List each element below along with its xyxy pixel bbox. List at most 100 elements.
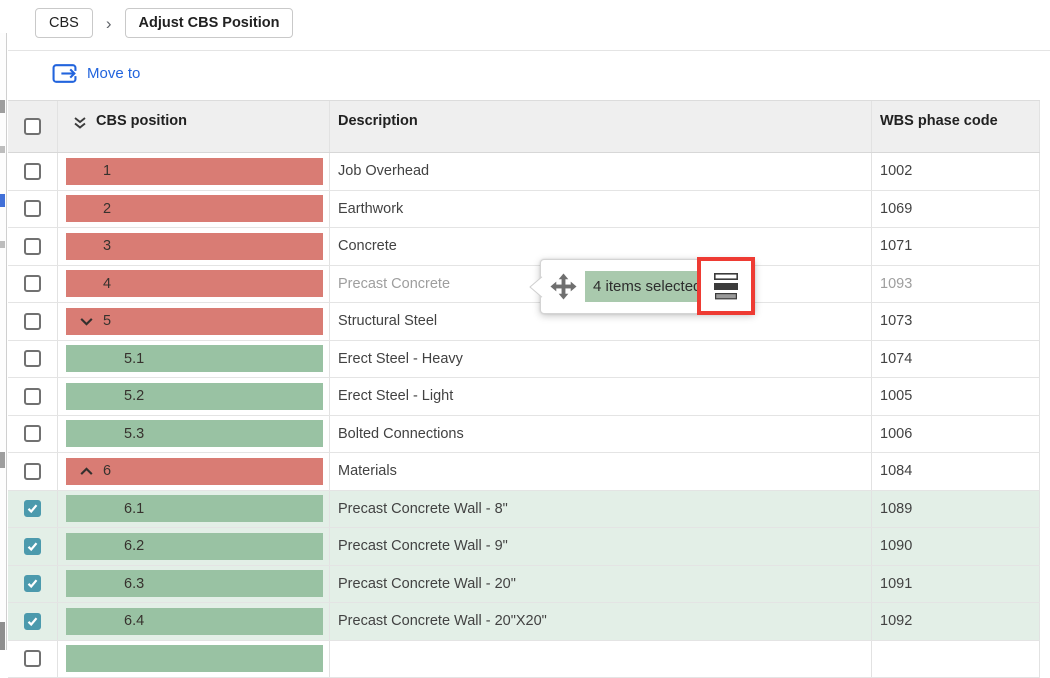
description-cell: Erect Steel - Light: [330, 378, 872, 415]
cbs-position-badge[interactable]: 6.1: [66, 495, 323, 522]
cbs-position-badge[interactable]: 6.3: [66, 570, 323, 597]
row-checkbox-cell: [8, 416, 58, 453]
wbs-phase-code-cell: 1074: [872, 341, 1040, 378]
column-header-wbs-phase-code[interactable]: WBS phase code: [872, 101, 1040, 152]
row-checkbox-cell: [8, 528, 58, 565]
row-checkbox[interactable]: [24, 313, 41, 330]
table-row[interactable]: 5 Structural Steel 1073: [8, 303, 1040, 341]
collapse-all-icon[interactable]: [72, 115, 88, 131]
breadcrumb-cbs-button[interactable]: CBS: [35, 8, 93, 38]
row-checkbox[interactable]: [24, 238, 41, 255]
cbs-position-badge[interactable]: 5.3: [66, 420, 323, 447]
table-header: CBS position Description WBS phase code: [8, 100, 1040, 153]
row-checkbox-cell: [8, 228, 58, 265]
table-row[interactable]: 6.4 Precast Concrete Wall - 20"X20" 1092: [8, 603, 1040, 641]
column-header-description[interactable]: Description: [330, 101, 872, 152]
description-value: Concrete: [338, 238, 397, 254]
description-value: Bolted Connections: [338, 426, 464, 442]
wbs-phase-code-cell: 1002: [872, 153, 1040, 190]
cbs-position-cell: 6.2: [58, 528, 330, 565]
row-checkbox[interactable]: [24, 575, 41, 592]
cbs-position-badge[interactable]: 1: [66, 158, 323, 185]
wbs-phase-code-cell: 1089: [872, 491, 1040, 528]
row-checkbox-cell: [8, 603, 58, 640]
table-row[interactable]: 1 Job Overhead 1002: [8, 153, 1040, 191]
wbs-phase-code-value: 1071: [880, 238, 912, 254]
row-checkbox[interactable]: [24, 650, 41, 667]
row-checkbox[interactable]: [24, 538, 41, 555]
table-row[interactable]: 2 Earthwork 1069: [8, 191, 1040, 229]
breadcrumb-adjust-cbs-position-button[interactable]: Adjust CBS Position: [125, 8, 294, 38]
row-checkbox[interactable]: [24, 350, 41, 367]
column-header-cbs-position-label: CBS position: [96, 113, 187, 129]
row-checkbox[interactable]: [24, 463, 41, 480]
cbs-position-badge[interactable]: 5: [66, 308, 323, 335]
breadcrumb-chevron-icon: ›: [106, 14, 112, 32]
table-row[interactable]: 6.1 Precast Concrete Wall - 8" 1089: [8, 491, 1040, 529]
cbs-table: CBS position Description WBS phase code: [8, 100, 1040, 678]
table-row[interactable]: 4 Precast Concrete 1093: [8, 266, 1040, 304]
move-to-button[interactable]: Move to: [52, 63, 140, 84]
insert-between-icon: [713, 272, 739, 301]
table-row[interactable]: 5.1 Erect Steel - Heavy 1074: [8, 341, 1040, 379]
wbs-phase-code-value: 1006: [880, 426, 912, 442]
description-value: Precast Concrete Wall - 20"X20": [338, 613, 547, 629]
description-cell: Bolted Connections: [330, 416, 872, 453]
cbs-position-cell: 4: [58, 266, 330, 303]
wbs-phase-code-cell: 1006: [872, 416, 1040, 453]
row-checkbox-cell: [8, 191, 58, 228]
row-checkbox[interactable]: [24, 163, 41, 180]
cbs-position-badge[interactable]: 6: [66, 458, 323, 485]
cbs-position-cell: 6.4: [58, 603, 330, 640]
wbs-phase-code-value: 1093: [880, 276, 912, 292]
wbs-phase-code-cell: [872, 641, 1040, 678]
row-checkbox[interactable]: [24, 275, 41, 292]
scroll-marker: [0, 452, 5, 468]
cbs-position-badge[interactable]: 4: [66, 270, 323, 297]
table-row[interactable]: 6 Materials 1084: [8, 453, 1040, 491]
cbs-position-badge[interactable]: 6.2: [66, 533, 323, 560]
chevron-up-icon[interactable]: [78, 463, 95, 480]
cbs-position-badge[interactable]: 3: [66, 233, 323, 260]
move-to-icon: [52, 63, 77, 84]
table-row[interactable]: 6.3 Precast Concrete Wall - 20" 1091: [8, 566, 1040, 604]
row-checkbox-cell: [8, 641, 58, 678]
column-header-cbs-position[interactable]: CBS position: [58, 101, 330, 152]
row-checkbox[interactable]: [24, 613, 41, 630]
scroll-marker: [0, 241, 5, 248]
row-checkbox-cell: [8, 491, 58, 528]
row-checkbox-cell: [8, 266, 58, 303]
column-header-description-label: Description: [338, 113, 418, 129]
breadcrumb: CBS › Adjust CBS Position: [35, 8, 293, 38]
wbs-phase-code-value: 1089: [880, 501, 912, 517]
cbs-position-value: 5: [103, 313, 111, 329]
description-cell: Erect Steel - Heavy: [330, 341, 872, 378]
table-body: 1 Job Overhead 1002 2: [8, 153, 1040, 678]
table-row[interactable]: 5.3 Bolted Connections 1006: [8, 416, 1040, 454]
wbs-phase-code-value: 1073: [880, 313, 912, 329]
table-row-partial[interactable]: [8, 641, 1040, 678]
header-checkbox-cell: [8, 101, 58, 152]
chevron-down-icon[interactable]: [78, 313, 95, 330]
table-row[interactable]: 5.2 Erect Steel - Light 1005: [8, 378, 1040, 416]
row-checkbox-cell: [8, 453, 58, 490]
row-checkbox[interactable]: [24, 388, 41, 405]
cbs-position-badge[interactable]: 6.4: [66, 608, 323, 635]
cbs-position-value: 1: [103, 163, 111, 179]
row-checkbox[interactable]: [24, 200, 41, 217]
select-all-checkbox[interactable]: [24, 118, 41, 135]
cbs-position-badge[interactable]: 5.1: [66, 345, 323, 372]
row-checkbox-cell: [8, 153, 58, 190]
row-checkbox[interactable]: [24, 500, 41, 517]
cbs-position-badge[interactable]: 2: [66, 195, 323, 222]
table-row[interactable]: 3 Concrete 1071: [8, 228, 1040, 266]
cbs-position-badge[interactable]: [66, 645, 323, 672]
wbs-phase-code-value: 1074: [880, 351, 912, 367]
cbs-position-cell: 5.3: [58, 416, 330, 453]
table-row[interactable]: 6.2 Precast Concrete Wall - 9" 1090: [8, 528, 1040, 566]
cbs-position-badge[interactable]: 5.2: [66, 383, 323, 410]
description-value: Precast Concrete Wall - 8": [338, 501, 508, 517]
left-scroll-strip[interactable]: [0, 33, 7, 650]
row-checkbox[interactable]: [24, 425, 41, 442]
wbs-phase-code-value: 1002: [880, 163, 912, 179]
